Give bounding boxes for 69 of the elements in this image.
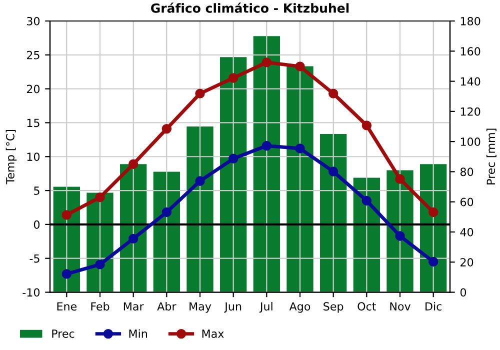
y-tick-label: 5: [34, 186, 40, 195]
legend-label: Prec: [52, 330, 74, 338]
point: [95, 192, 105, 202]
x-tick-label: Jul: [259, 302, 272, 313]
x-tick-label: Sep: [324, 302, 344, 313]
x-tick-label: Mar: [124, 302, 144, 311]
bar: [420, 164, 447, 292]
bar: [286, 66, 314, 292]
bar: [353, 178, 380, 292]
y-tick-label: 15: [27, 118, 40, 128]
point: [162, 124, 172, 134]
x-tick-label: Nov: [390, 302, 411, 311]
point: [295, 144, 305, 154]
point: [362, 120, 372, 130]
point: [262, 140, 272, 151]
y-tick-label: 0: [34, 220, 40, 229]
y-axis-title: Temp [°C]: [6, 130, 17, 184]
point: [362, 196, 372, 206]
x-tick-label: May: [190, 302, 212, 313]
y2-tick-label: 120: [460, 107, 480, 116]
y-tick-label: 10: [27, 152, 40, 162]
point: [95, 260, 105, 270]
x-tick-label: Feb: [91, 302, 110, 311]
point: [328, 88, 338, 98]
y-tick-label: -5: [30, 254, 40, 263]
bar: [186, 126, 214, 292]
y-tick-label: 20: [26, 84, 40, 94]
x-tick-label: Ene: [57, 302, 77, 311]
point: [128, 159, 138, 169]
x-tick-label: Ago: [289, 302, 310, 313]
point: [195, 176, 205, 186]
point: [428, 256, 438, 267]
y-tick-label: 30: [26, 16, 40, 26]
x-tick-label: Oct: [358, 302, 376, 311]
chart-title: Gráfico climático - Kitzbuhel: [151, 2, 349, 13]
y2-tick-label: 140: [460, 77, 480, 86]
point: [262, 58, 272, 68]
point: [395, 174, 405, 184]
y2-tick-label: 40: [460, 228, 474, 236]
point: [128, 234, 138, 244]
bar: [220, 57, 247, 292]
bar: [253, 36, 280, 292]
y-tick-label: -10: [22, 288, 40, 297]
point: [162, 207, 172, 218]
y2-tick-label: 0: [460, 288, 466, 297]
y2-axis-title: Prec [mm]: [486, 128, 496, 184]
point: [395, 231, 405, 241]
legend-label: Min: [129, 329, 147, 338]
y-tick-label: 25: [26, 50, 40, 60]
bar: [320, 134, 347, 292]
point: [228, 154, 238, 164]
x-tick-label: Dic: [426, 302, 442, 311]
point: [228, 73, 238, 83]
bar: [153, 172, 180, 292]
y2-tick-label: 60: [460, 198, 474, 206]
point: [62, 210, 72, 220]
point: [62, 269, 72, 279]
legend-label: Max: [202, 330, 224, 338]
x-tick-label: Jun: [224, 302, 242, 313]
point: [295, 62, 305, 72]
x-tick-label: Abr: [157, 302, 176, 311]
y2-tick-label: 160: [460, 47, 480, 56]
point: [328, 166, 338, 176]
point: [428, 207, 438, 218]
y2-tick-label: 20: [460, 258, 474, 266]
y2-tick-label: 180: [460, 16, 480, 26]
y2-tick-label: 80: [460, 168, 474, 176]
y2-tick-label: 100: [460, 138, 480, 146]
point: [195, 88, 205, 98]
